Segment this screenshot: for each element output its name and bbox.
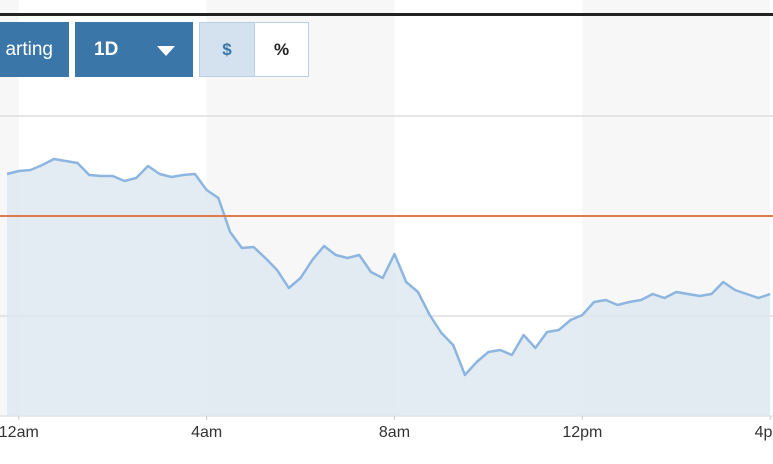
dollar-toggle[interactable]: $ bbox=[199, 22, 255, 77]
dropdown-arrow bbox=[157, 46, 175, 56]
x-tick-label: 8am bbox=[379, 424, 410, 441]
x-tick-label: 4am bbox=[191, 424, 222, 441]
x-tick-label: 4pm bbox=[755, 424, 773, 441]
range-label: 1D bbox=[94, 38, 119, 60]
percent-toggle[interactable]: % bbox=[254, 22, 309, 77]
dollar-label: $ bbox=[222, 39, 232, 59]
x-tick-label: 12pm bbox=[562, 424, 602, 441]
percent-label: % bbox=[273, 39, 290, 59]
range-dropdown[interactable]: 1D bbox=[75, 22, 193, 77]
area bbox=[7, 159, 771, 416]
price-line bbox=[6, 157, 771, 377]
start-label: arting bbox=[5, 38, 53, 60]
top-border bbox=[0, 13, 773, 16]
start-button[interactable]: arting bbox=[0, 22, 69, 77]
x-tick-label: 12am bbox=[0, 424, 39, 441]
